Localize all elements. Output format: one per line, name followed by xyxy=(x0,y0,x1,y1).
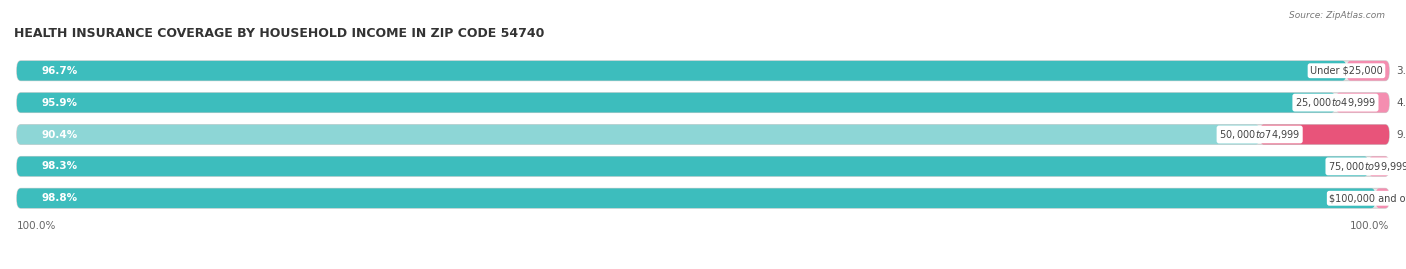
FancyBboxPatch shape xyxy=(17,125,1260,144)
Text: 4.1%: 4.1% xyxy=(1396,98,1406,108)
FancyBboxPatch shape xyxy=(1375,188,1389,208)
Text: 96.7%: 96.7% xyxy=(42,66,77,76)
FancyBboxPatch shape xyxy=(17,61,1389,81)
Text: 100.0%: 100.0% xyxy=(1350,221,1389,231)
Text: 9.6%: 9.6% xyxy=(1396,129,1406,140)
FancyBboxPatch shape xyxy=(17,157,1368,176)
Text: $25,000 to $49,999: $25,000 to $49,999 xyxy=(1295,96,1376,109)
Text: 98.8%: 98.8% xyxy=(42,193,77,203)
FancyBboxPatch shape xyxy=(17,93,1389,112)
FancyBboxPatch shape xyxy=(17,125,1389,144)
Text: 1.7%: 1.7% xyxy=(1396,161,1406,171)
Text: 95.9%: 95.9% xyxy=(42,98,77,108)
Text: 90.4%: 90.4% xyxy=(42,129,77,140)
FancyBboxPatch shape xyxy=(17,188,1389,208)
FancyBboxPatch shape xyxy=(17,93,1336,112)
FancyBboxPatch shape xyxy=(1368,157,1389,176)
Text: 98.3%: 98.3% xyxy=(42,161,77,171)
Text: $100,000 and over: $100,000 and over xyxy=(1329,193,1406,203)
Text: Under $25,000: Under $25,000 xyxy=(1310,66,1384,76)
FancyBboxPatch shape xyxy=(1336,93,1389,112)
Text: HEALTH INSURANCE COVERAGE BY HOUSEHOLD INCOME IN ZIP CODE 54740: HEALTH INSURANCE COVERAGE BY HOUSEHOLD I… xyxy=(14,27,544,40)
FancyBboxPatch shape xyxy=(1347,61,1389,81)
FancyBboxPatch shape xyxy=(17,188,1375,208)
FancyBboxPatch shape xyxy=(1260,125,1389,144)
FancyBboxPatch shape xyxy=(17,157,1389,176)
Text: 3.3%: 3.3% xyxy=(1396,66,1406,76)
Text: $75,000 to $99,999: $75,000 to $99,999 xyxy=(1327,160,1406,173)
Text: Source: ZipAtlas.com: Source: ZipAtlas.com xyxy=(1289,11,1385,20)
Text: 1.2%: 1.2% xyxy=(1396,193,1406,203)
FancyBboxPatch shape xyxy=(17,61,1347,81)
Text: $50,000 to $74,999: $50,000 to $74,999 xyxy=(1219,128,1301,141)
Text: 100.0%: 100.0% xyxy=(17,221,56,231)
